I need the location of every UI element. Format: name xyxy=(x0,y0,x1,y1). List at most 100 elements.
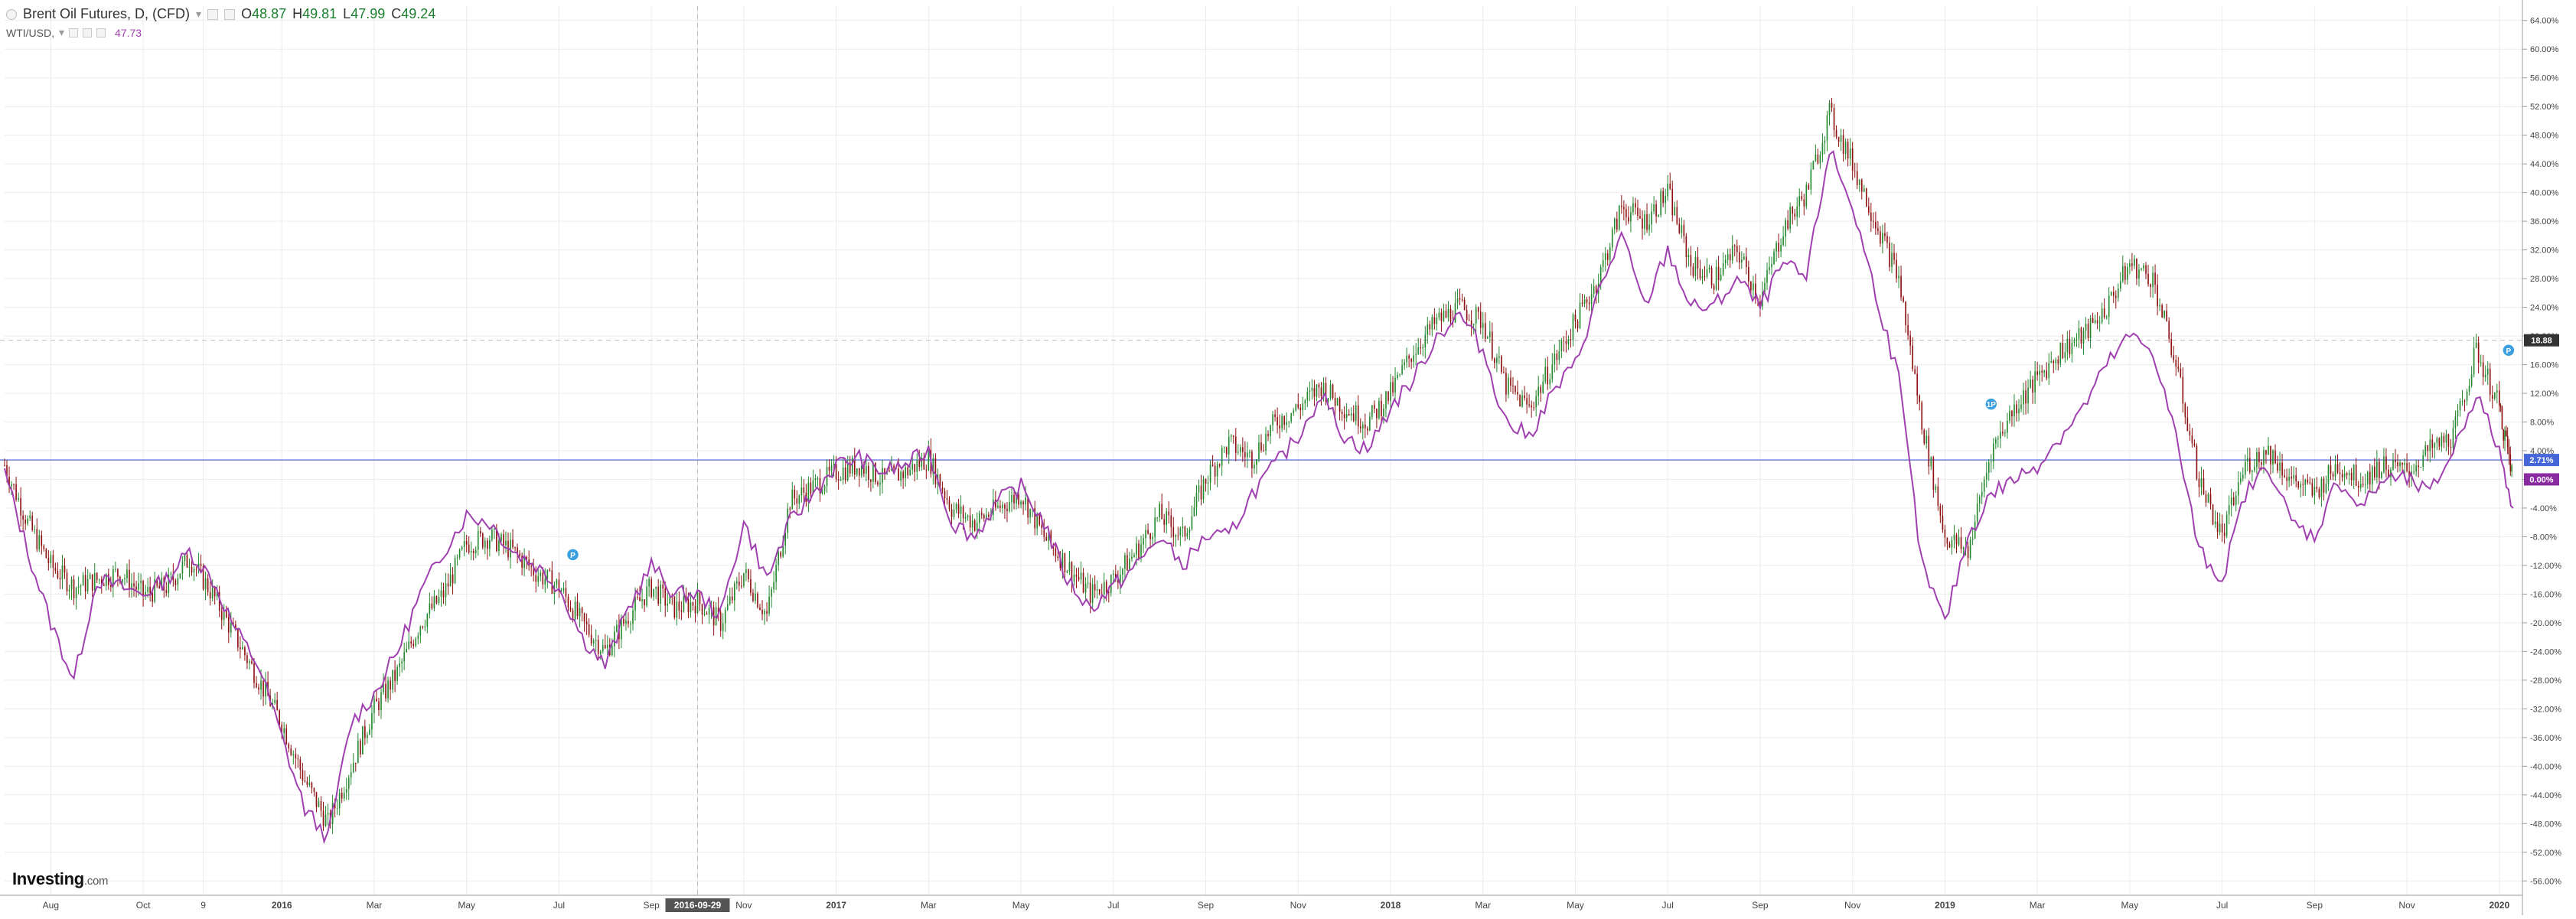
candle-body xyxy=(1145,530,1146,539)
candle-body xyxy=(1433,317,1436,324)
candle-body xyxy=(105,574,107,586)
y-tick-label: -4.00% xyxy=(2530,504,2557,513)
candle-body xyxy=(1928,435,1930,467)
candle-body xyxy=(1858,179,1860,185)
candle-body xyxy=(1997,438,1999,439)
candle-body xyxy=(2454,416,2457,429)
candle-body xyxy=(2246,458,2248,462)
candle-body xyxy=(1152,536,1153,539)
candle-body xyxy=(921,458,923,468)
candle-body xyxy=(288,744,290,749)
candle-body xyxy=(1082,572,1084,593)
candle-body xyxy=(1882,233,1883,244)
event-marker[interactable]: 1P xyxy=(1984,397,1998,411)
logo-suffix: .com xyxy=(83,875,109,888)
candle-body xyxy=(2429,439,2431,451)
candle-body xyxy=(1202,479,1205,500)
candle-body xyxy=(4,464,5,466)
candle-body xyxy=(537,576,540,582)
dropdown-icon[interactable]: ▾ xyxy=(196,8,202,20)
candle-body xyxy=(2336,464,2339,473)
compare-settings-icon[interactable] xyxy=(83,28,93,37)
candle-body xyxy=(833,463,835,466)
visibility-icon[interactable] xyxy=(207,8,219,20)
candle-body xyxy=(1849,148,1851,159)
candle-body xyxy=(2020,404,2022,409)
candle-body xyxy=(791,489,794,510)
candle-body xyxy=(2311,483,2314,496)
candle-body xyxy=(2443,435,2445,443)
candle-body xyxy=(297,758,299,760)
candle-body xyxy=(505,540,507,546)
event-marker[interactable]: P xyxy=(2502,344,2516,357)
candle-body xyxy=(1297,404,1299,408)
x-tick-label: Jul xyxy=(553,900,565,911)
candle-body xyxy=(969,515,971,528)
main-legend: Brent Oil Futures, D, (CFD) ▾ O48.87 H49… xyxy=(6,6,435,22)
candle-body xyxy=(902,471,904,478)
candle-body xyxy=(743,572,745,586)
candle-body xyxy=(1764,282,1766,292)
candle-body xyxy=(750,578,752,593)
candle-body xyxy=(115,569,116,570)
candle-body xyxy=(585,621,588,625)
candle-body xyxy=(1969,539,1971,559)
compare-dropdown-icon[interactable]: ▾ xyxy=(59,26,65,38)
candle-body xyxy=(262,680,264,697)
candle-body xyxy=(780,552,781,557)
candle-body xyxy=(592,640,595,644)
compare-remove-icon[interactable] xyxy=(96,28,106,37)
candle-body xyxy=(235,624,236,629)
event-markers[interactable]: P 1P P xyxy=(566,344,2516,562)
candle-body xyxy=(1027,497,1029,518)
candle-body xyxy=(528,559,530,566)
candle-body xyxy=(2459,400,2461,411)
candle-body xyxy=(2108,295,2110,317)
candle-body xyxy=(2030,380,2031,388)
candle-body xyxy=(2413,471,2415,473)
candle-body xyxy=(1211,464,1214,466)
compare-symbol[interactable]: WTI/USD, xyxy=(6,26,54,39)
candle-body xyxy=(2098,322,2101,324)
candle-body xyxy=(2402,462,2403,465)
collapse-icon[interactable] xyxy=(6,8,17,20)
candle-body xyxy=(1447,308,1449,318)
x-tick-label: Oct xyxy=(136,900,151,911)
candle-body xyxy=(216,591,218,597)
candle-body xyxy=(380,692,382,711)
candle-body xyxy=(242,647,243,650)
candle-body xyxy=(1080,572,1082,580)
candle-body xyxy=(2383,456,2385,473)
candle-body xyxy=(1385,391,1387,409)
candle-body xyxy=(849,462,851,474)
candle-body xyxy=(835,463,837,480)
candle-body xyxy=(1694,256,1697,276)
candle-body xyxy=(220,611,223,621)
candle-body xyxy=(22,515,24,520)
candle-body xyxy=(265,681,266,697)
candle-body xyxy=(1951,539,1953,548)
candle-body xyxy=(73,579,75,598)
event-marker[interactable]: P xyxy=(566,548,580,562)
candle-body xyxy=(461,546,463,549)
candle-body xyxy=(1343,414,1345,419)
candle-body xyxy=(2055,359,2057,363)
symbol-title[interactable]: Brent Oil Futures, D, (CFD) xyxy=(23,6,191,21)
candle-body xyxy=(341,793,343,799)
candle-body xyxy=(401,661,403,663)
y-tick-label: 36.00% xyxy=(2530,217,2559,226)
marker-label: P xyxy=(2506,347,2512,356)
candle-body xyxy=(1635,203,1636,208)
candle-body xyxy=(2011,410,2013,417)
reference-lines xyxy=(0,6,2522,895)
candle-body xyxy=(2004,432,2006,434)
candle-body xyxy=(1990,461,1992,463)
candle-body xyxy=(971,520,973,528)
candle-body xyxy=(2242,474,2244,479)
close-value: 49.24 xyxy=(401,6,436,21)
settings-icon[interactable] xyxy=(224,8,236,20)
compare-visibility-icon[interactable] xyxy=(69,28,79,37)
x-axis: Aug Oct 9 2016 Mar May Jul Sep 2016-09-29 Nov 2017… xyxy=(0,895,2522,912)
